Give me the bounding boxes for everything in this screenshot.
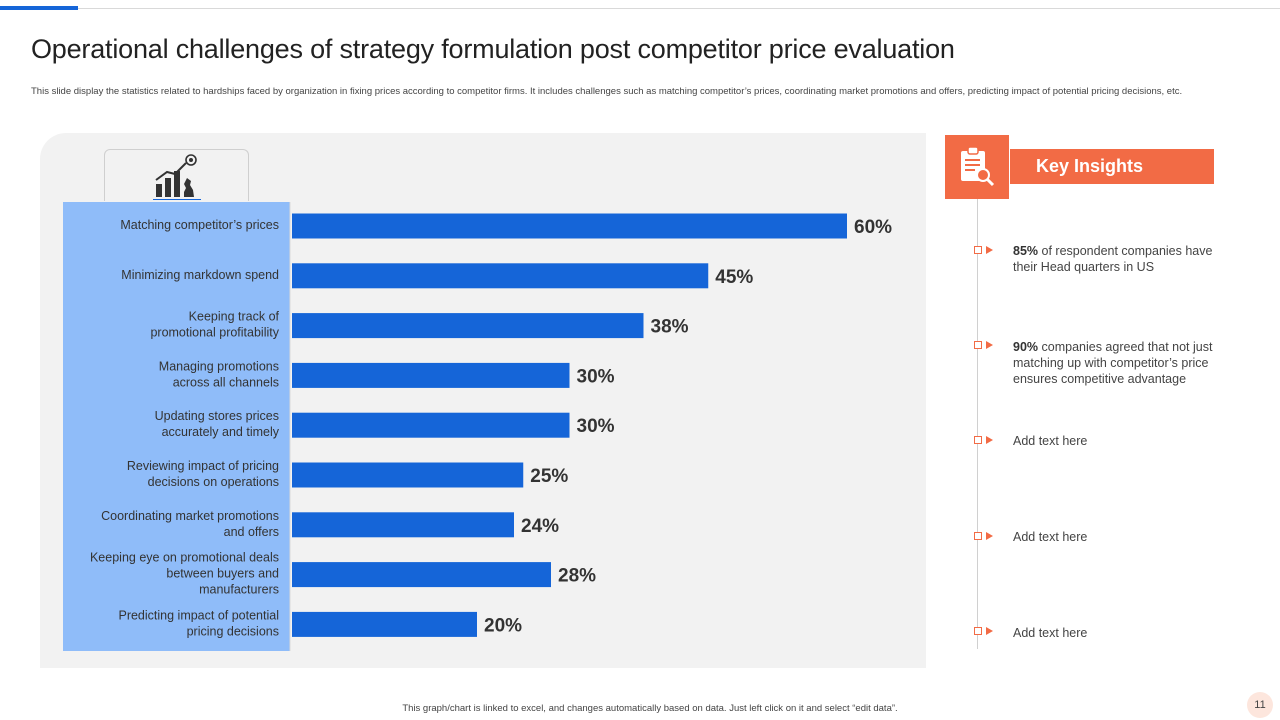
category-label-line: Predicting impact of potential xyxy=(118,608,279,622)
category-label: Matching competitor’s prices xyxy=(120,218,279,232)
insight-bullet xyxy=(974,531,996,543)
bar xyxy=(292,263,709,289)
category-label: Keeping eye on promotional deals between … xyxy=(90,551,279,597)
category-label-line: Managing promotions xyxy=(159,359,279,373)
insight-bullet xyxy=(974,245,996,257)
category-label-line: manufacturers xyxy=(199,583,279,597)
insight-text: companies agreed that not just matching … xyxy=(1013,340,1213,386)
category-label: Updating stores prices accurately and tim… xyxy=(155,409,280,439)
category-label-line: Reviewing impact of pricing xyxy=(127,459,279,473)
insight-item: 85% of respondent companies have their H… xyxy=(1013,243,1235,275)
top-divider xyxy=(0,8,1280,9)
insight-bullet xyxy=(974,435,996,447)
category-label: Reviewing impact of pricing decisions on … xyxy=(127,459,279,489)
category-label-line: Minimizing markdown spend xyxy=(121,268,279,282)
category-label: Predicting impact of potential pricing de… xyxy=(118,608,279,638)
category-label: Minimizing markdown spend xyxy=(121,268,279,282)
value-label: 25% xyxy=(530,466,568,487)
insight-item: Add text here xyxy=(1013,433,1235,449)
insights-icon-box xyxy=(945,135,1009,199)
bar xyxy=(292,313,644,339)
category-label-line: Keeping eye on promotional deals xyxy=(90,551,279,565)
bar xyxy=(292,611,477,637)
category-label-line: across all channels xyxy=(173,375,279,389)
top-accent-bar xyxy=(0,6,78,10)
bar xyxy=(292,412,570,438)
insight-text: Add text here xyxy=(1013,434,1088,448)
key-insights-heading: Key Insights xyxy=(1010,149,1214,184)
category-label: Coordinating market promotions and offers xyxy=(101,509,279,539)
bar xyxy=(292,362,570,388)
footer-note: This graph/chart is linked to excel, and… xyxy=(0,703,1280,714)
value-label: 28% xyxy=(558,566,596,587)
value-label: 30% xyxy=(577,416,615,437)
slide-title: Operational challenges of strategy formu… xyxy=(31,34,955,64)
category-label-column xyxy=(63,202,290,651)
page-number: 11 xyxy=(1247,692,1273,718)
category-label-line: promotional profitability xyxy=(150,326,279,340)
category-label-line: Updating stores prices xyxy=(155,409,279,423)
insight-item: Add text here xyxy=(1013,529,1235,545)
insight-highlight: 90% xyxy=(1013,340,1039,354)
category-label-line: Coordinating market promotions xyxy=(101,509,279,523)
category-label-line: accurately and timely xyxy=(162,425,280,439)
category-label-line: pricing decisions xyxy=(187,624,279,638)
value-label: 20% xyxy=(484,615,522,636)
bar xyxy=(292,462,524,488)
insights-timeline xyxy=(977,199,978,649)
category-label-line: Keeping track of xyxy=(189,310,280,324)
insight-text: of respondent companies have their Head … xyxy=(1013,244,1213,274)
category-label: Managing promotions across all channels xyxy=(159,359,279,389)
bar xyxy=(292,562,551,588)
bar xyxy=(292,213,847,239)
category-label-line: and offers xyxy=(224,525,279,539)
category-label: Keeping track of promotional profitabilit… xyxy=(150,310,279,340)
value-label: 30% xyxy=(577,366,615,387)
insight-text: Add text here xyxy=(1013,626,1088,640)
category-label-line: decisions on operations xyxy=(148,475,279,489)
bar xyxy=(292,512,514,538)
footer-text: This graph/chart is linked to excel, and… xyxy=(402,703,898,714)
insight-item: 90% companies agreed that not just match… xyxy=(1013,339,1235,387)
clipboard-search-icon xyxy=(961,146,995,187)
category-label-line: Matching competitor’s prices xyxy=(120,218,279,232)
insight-bullet xyxy=(974,626,996,638)
insight-item: Add text here xyxy=(1013,625,1235,641)
growth-chart-chess-icon xyxy=(153,154,201,200)
insight-highlight: 85% xyxy=(1013,244,1039,258)
slide-subtitle: This slide display the statistics relate… xyxy=(31,86,1183,97)
value-label: 45% xyxy=(715,267,753,288)
value-label: 38% xyxy=(651,317,689,338)
chart-icon-box xyxy=(104,149,249,201)
value-label: 24% xyxy=(521,516,559,537)
value-label: 60% xyxy=(854,217,892,238)
category-label-line: between buyers and xyxy=(166,567,279,581)
insight-bullet xyxy=(974,340,996,352)
insight-text: Add text here xyxy=(1013,530,1088,544)
